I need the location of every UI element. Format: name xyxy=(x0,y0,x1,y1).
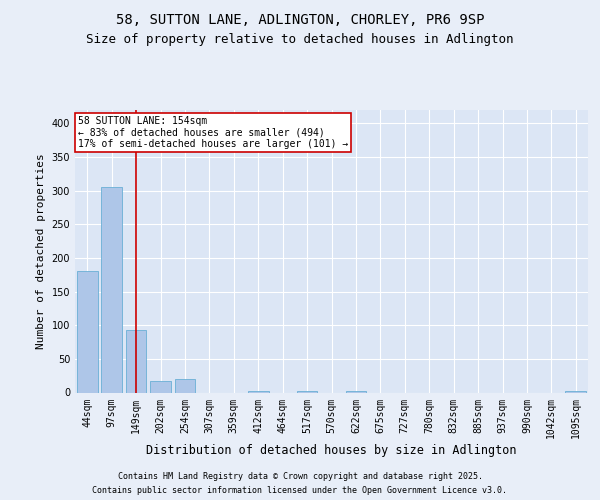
Bar xyxy=(125,330,146,392)
Bar xyxy=(346,391,367,392)
Bar xyxy=(175,379,196,392)
Text: 58 SUTTON LANE: 154sqm
← 83% of detached houses are smaller (494)
17% of semi-de: 58 SUTTON LANE: 154sqm ← 83% of detached… xyxy=(77,116,348,149)
Bar xyxy=(296,391,317,392)
Text: Size of property relative to detached houses in Adlington: Size of property relative to detached ho… xyxy=(86,32,514,46)
X-axis label: Distribution of detached houses by size in Adlington: Distribution of detached houses by size … xyxy=(146,444,517,457)
Bar xyxy=(150,381,171,392)
Bar xyxy=(77,272,98,392)
Bar xyxy=(565,391,586,392)
Text: 58, SUTTON LANE, ADLINGTON, CHORLEY, PR6 9SP: 58, SUTTON LANE, ADLINGTON, CHORLEY, PR6… xyxy=(116,12,484,26)
Text: Contains public sector information licensed under the Open Government Licence v3: Contains public sector information licen… xyxy=(92,486,508,495)
Bar xyxy=(248,391,269,392)
Y-axis label: Number of detached properties: Number of detached properties xyxy=(36,154,46,349)
Bar xyxy=(101,188,122,392)
Text: Contains HM Land Registry data © Crown copyright and database right 2025.: Contains HM Land Registry data © Crown c… xyxy=(118,472,482,481)
